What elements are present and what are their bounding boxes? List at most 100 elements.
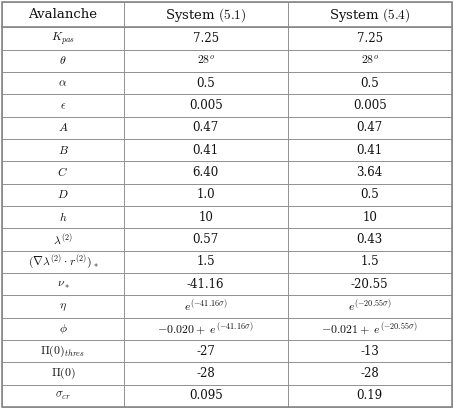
Text: 10: 10 [362, 211, 377, 224]
Bar [123, 139, 288, 162]
Bar [2, 50, 123, 72]
Text: 0.19: 0.19 [357, 389, 383, 402]
Text: $C$: $C$ [58, 166, 69, 179]
Text: $-0.021+\ e^{(-20.55\sigma)}$: $-0.021+\ e^{(-20.55\sigma)}$ [321, 321, 418, 337]
Text: $\Pi(0)$: $\Pi(0)$ [50, 366, 75, 381]
Text: $28^o$: $28^o$ [360, 54, 379, 67]
Bar [2, 184, 123, 206]
Bar [288, 117, 452, 139]
Bar [123, 184, 288, 206]
Text: $e^{(-20.55\sigma)}$: $e^{(-20.55\sigma)}$ [348, 299, 391, 315]
Text: $(\nabla\lambda^{(2)} \cdot r^{(2)})_*$: $(\nabla\lambda^{(2)} \cdot r^{(2)})_*$ [28, 253, 99, 271]
Bar [123, 2, 288, 27]
Text: $\nu_*$: $\nu_*$ [56, 278, 69, 291]
Bar [288, 362, 452, 384]
Bar [2, 117, 123, 139]
Text: $h$: $h$ [59, 211, 67, 224]
Text: 0.005: 0.005 [353, 99, 386, 112]
Text: $A$: $A$ [58, 121, 68, 135]
Bar [288, 2, 452, 27]
Bar [123, 117, 288, 139]
Bar [288, 72, 452, 94]
Bar [2, 228, 123, 251]
Text: $\eta$: $\eta$ [59, 300, 67, 313]
Text: 10: 10 [198, 211, 213, 224]
Bar [2, 273, 123, 295]
Bar [123, 295, 288, 318]
Bar [123, 362, 288, 384]
Text: -28: -28 [360, 367, 379, 380]
Text: 1.5: 1.5 [196, 255, 215, 268]
Bar [288, 340, 452, 362]
Bar [288, 251, 452, 273]
Text: $B$: $B$ [58, 144, 69, 157]
Text: 0.43: 0.43 [356, 233, 383, 246]
Bar [288, 162, 452, 184]
Bar [288, 318, 452, 340]
Text: 0.47: 0.47 [356, 121, 383, 135]
Bar [288, 94, 452, 117]
Bar [288, 184, 452, 206]
Text: System $(\mathbf{5.1})$: System $(\mathbf{5.1})$ [165, 6, 246, 24]
Text: Avalanche: Avalanche [29, 8, 98, 21]
Text: $\alpha$: $\alpha$ [59, 77, 68, 90]
Text: $\sigma_{cr}$: $\sigma_{cr}$ [55, 389, 71, 402]
Text: 7.25: 7.25 [192, 32, 219, 45]
Bar [2, 139, 123, 162]
Bar [123, 228, 288, 251]
Bar [123, 273, 288, 295]
Text: 0.41: 0.41 [357, 144, 383, 157]
Bar [123, 318, 288, 340]
Bar [2, 318, 123, 340]
Text: 0.41: 0.41 [192, 144, 219, 157]
Bar [2, 295, 123, 318]
Text: $\lambda^{(2)}$: $\lambda^{(2)}$ [53, 232, 73, 247]
Text: 0.5: 0.5 [196, 77, 215, 90]
Text: -28: -28 [196, 367, 215, 380]
Bar [288, 139, 452, 162]
Bar [2, 384, 123, 407]
Text: 1.0: 1.0 [196, 189, 215, 201]
Bar [2, 362, 123, 384]
Bar [2, 206, 123, 228]
Text: $K_{pas}$: $K_{pas}$ [51, 30, 75, 47]
Text: -20.55: -20.55 [351, 278, 389, 291]
Text: $28^o$: $28^o$ [197, 54, 215, 67]
Bar [123, 72, 288, 94]
Text: $-0.020+\ e^{(-41.16\sigma)}$: $-0.020+\ e^{(-41.16\sigma)}$ [158, 321, 254, 337]
Bar [2, 94, 123, 117]
Text: 7.25: 7.25 [357, 32, 383, 45]
Text: -13: -13 [360, 345, 379, 357]
Bar [288, 384, 452, 407]
Bar [2, 72, 123, 94]
Text: $\theta$: $\theta$ [59, 54, 67, 67]
Text: $\Pi(0)_{thres}$: $\Pi(0)_{thres}$ [40, 344, 85, 359]
Text: 0.5: 0.5 [360, 77, 379, 90]
Bar [288, 50, 452, 72]
Bar [288, 295, 452, 318]
Bar [123, 384, 288, 407]
Bar [123, 162, 288, 184]
Text: $e^{(-41.16\sigma)}$: $e^{(-41.16\sigma)}$ [184, 299, 227, 315]
Bar [123, 251, 288, 273]
Bar [2, 27, 123, 50]
Bar [288, 206, 452, 228]
Bar [2, 2, 123, 27]
Text: $\phi$: $\phi$ [59, 322, 67, 336]
Bar [288, 27, 452, 50]
Text: -41.16: -41.16 [187, 278, 224, 291]
Text: 0.005: 0.005 [189, 99, 222, 112]
Text: 0.5: 0.5 [360, 189, 379, 201]
Bar [2, 251, 123, 273]
Bar [123, 206, 288, 228]
Bar [288, 228, 452, 251]
Text: System $(\mathbf{5.4})$: System $(\mathbf{5.4})$ [329, 6, 410, 24]
Bar [123, 340, 288, 362]
Bar [2, 340, 123, 362]
Text: 0.47: 0.47 [192, 121, 219, 135]
Text: -27: -27 [196, 345, 215, 357]
Text: $D$: $D$ [57, 189, 69, 201]
Text: 3.64: 3.64 [356, 166, 383, 179]
Bar [288, 273, 452, 295]
Bar [2, 162, 123, 184]
